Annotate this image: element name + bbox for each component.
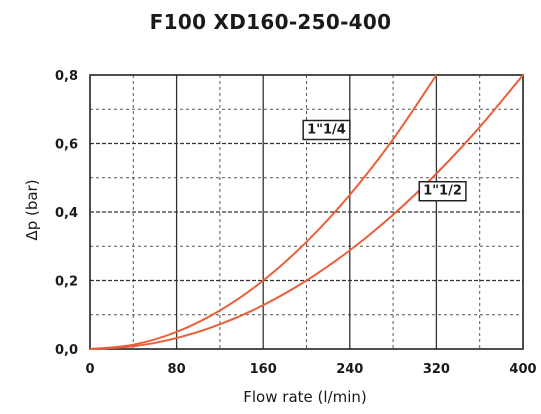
axes bbox=[89, 74, 524, 350]
curve-label-1-1-4: 1"1/4 bbox=[302, 119, 351, 141]
curve-labels: 1"1/4 1"1/2 bbox=[302, 119, 467, 202]
grid-lines bbox=[90, 75, 523, 349]
x-tick-label: 320 bbox=[423, 362, 450, 377]
x-tick-label: 80 bbox=[168, 362, 186, 377]
x-tick-label: 160 bbox=[250, 362, 277, 377]
series-curves bbox=[89, 74, 524, 350]
y-axis-label: Δp (bar) bbox=[23, 179, 41, 240]
x-tick-label: 0 bbox=[85, 362, 94, 377]
y-tick-label: 0,4 bbox=[55, 206, 78, 221]
tick-labels: 0 80 160 240 320 400 0,0 0,2 0,4 0,6 0,8 bbox=[55, 69, 537, 377]
x-tick-label: 240 bbox=[336, 362, 363, 377]
plot-frame bbox=[89, 74, 524, 350]
curve-label-1-1-2: 1"1/2 bbox=[418, 180, 467, 202]
chart-title: F100 XD160-250-400 bbox=[149, 10, 392, 34]
x-tick-label: 400 bbox=[509, 362, 536, 377]
curve-label-box bbox=[418, 180, 467, 202]
curve-label-box bbox=[302, 119, 351, 141]
y-tick-label: 0,6 bbox=[55, 138, 78, 153]
curve-label-text: 1"1/4 bbox=[307, 123, 346, 138]
y-tick-label: 0,2 bbox=[55, 275, 78, 290]
curve-label-text: 1"1/2 bbox=[423, 184, 462, 199]
y-tick-label: 0,0 bbox=[55, 343, 78, 358]
y-tick-label: 0,8 bbox=[55, 69, 78, 84]
series-line-1-1-2 bbox=[89, 74, 524, 350]
series-line-1-1-4 bbox=[89, 74, 438, 350]
x-axis-label: Flow rate (l/min) bbox=[243, 388, 366, 406]
